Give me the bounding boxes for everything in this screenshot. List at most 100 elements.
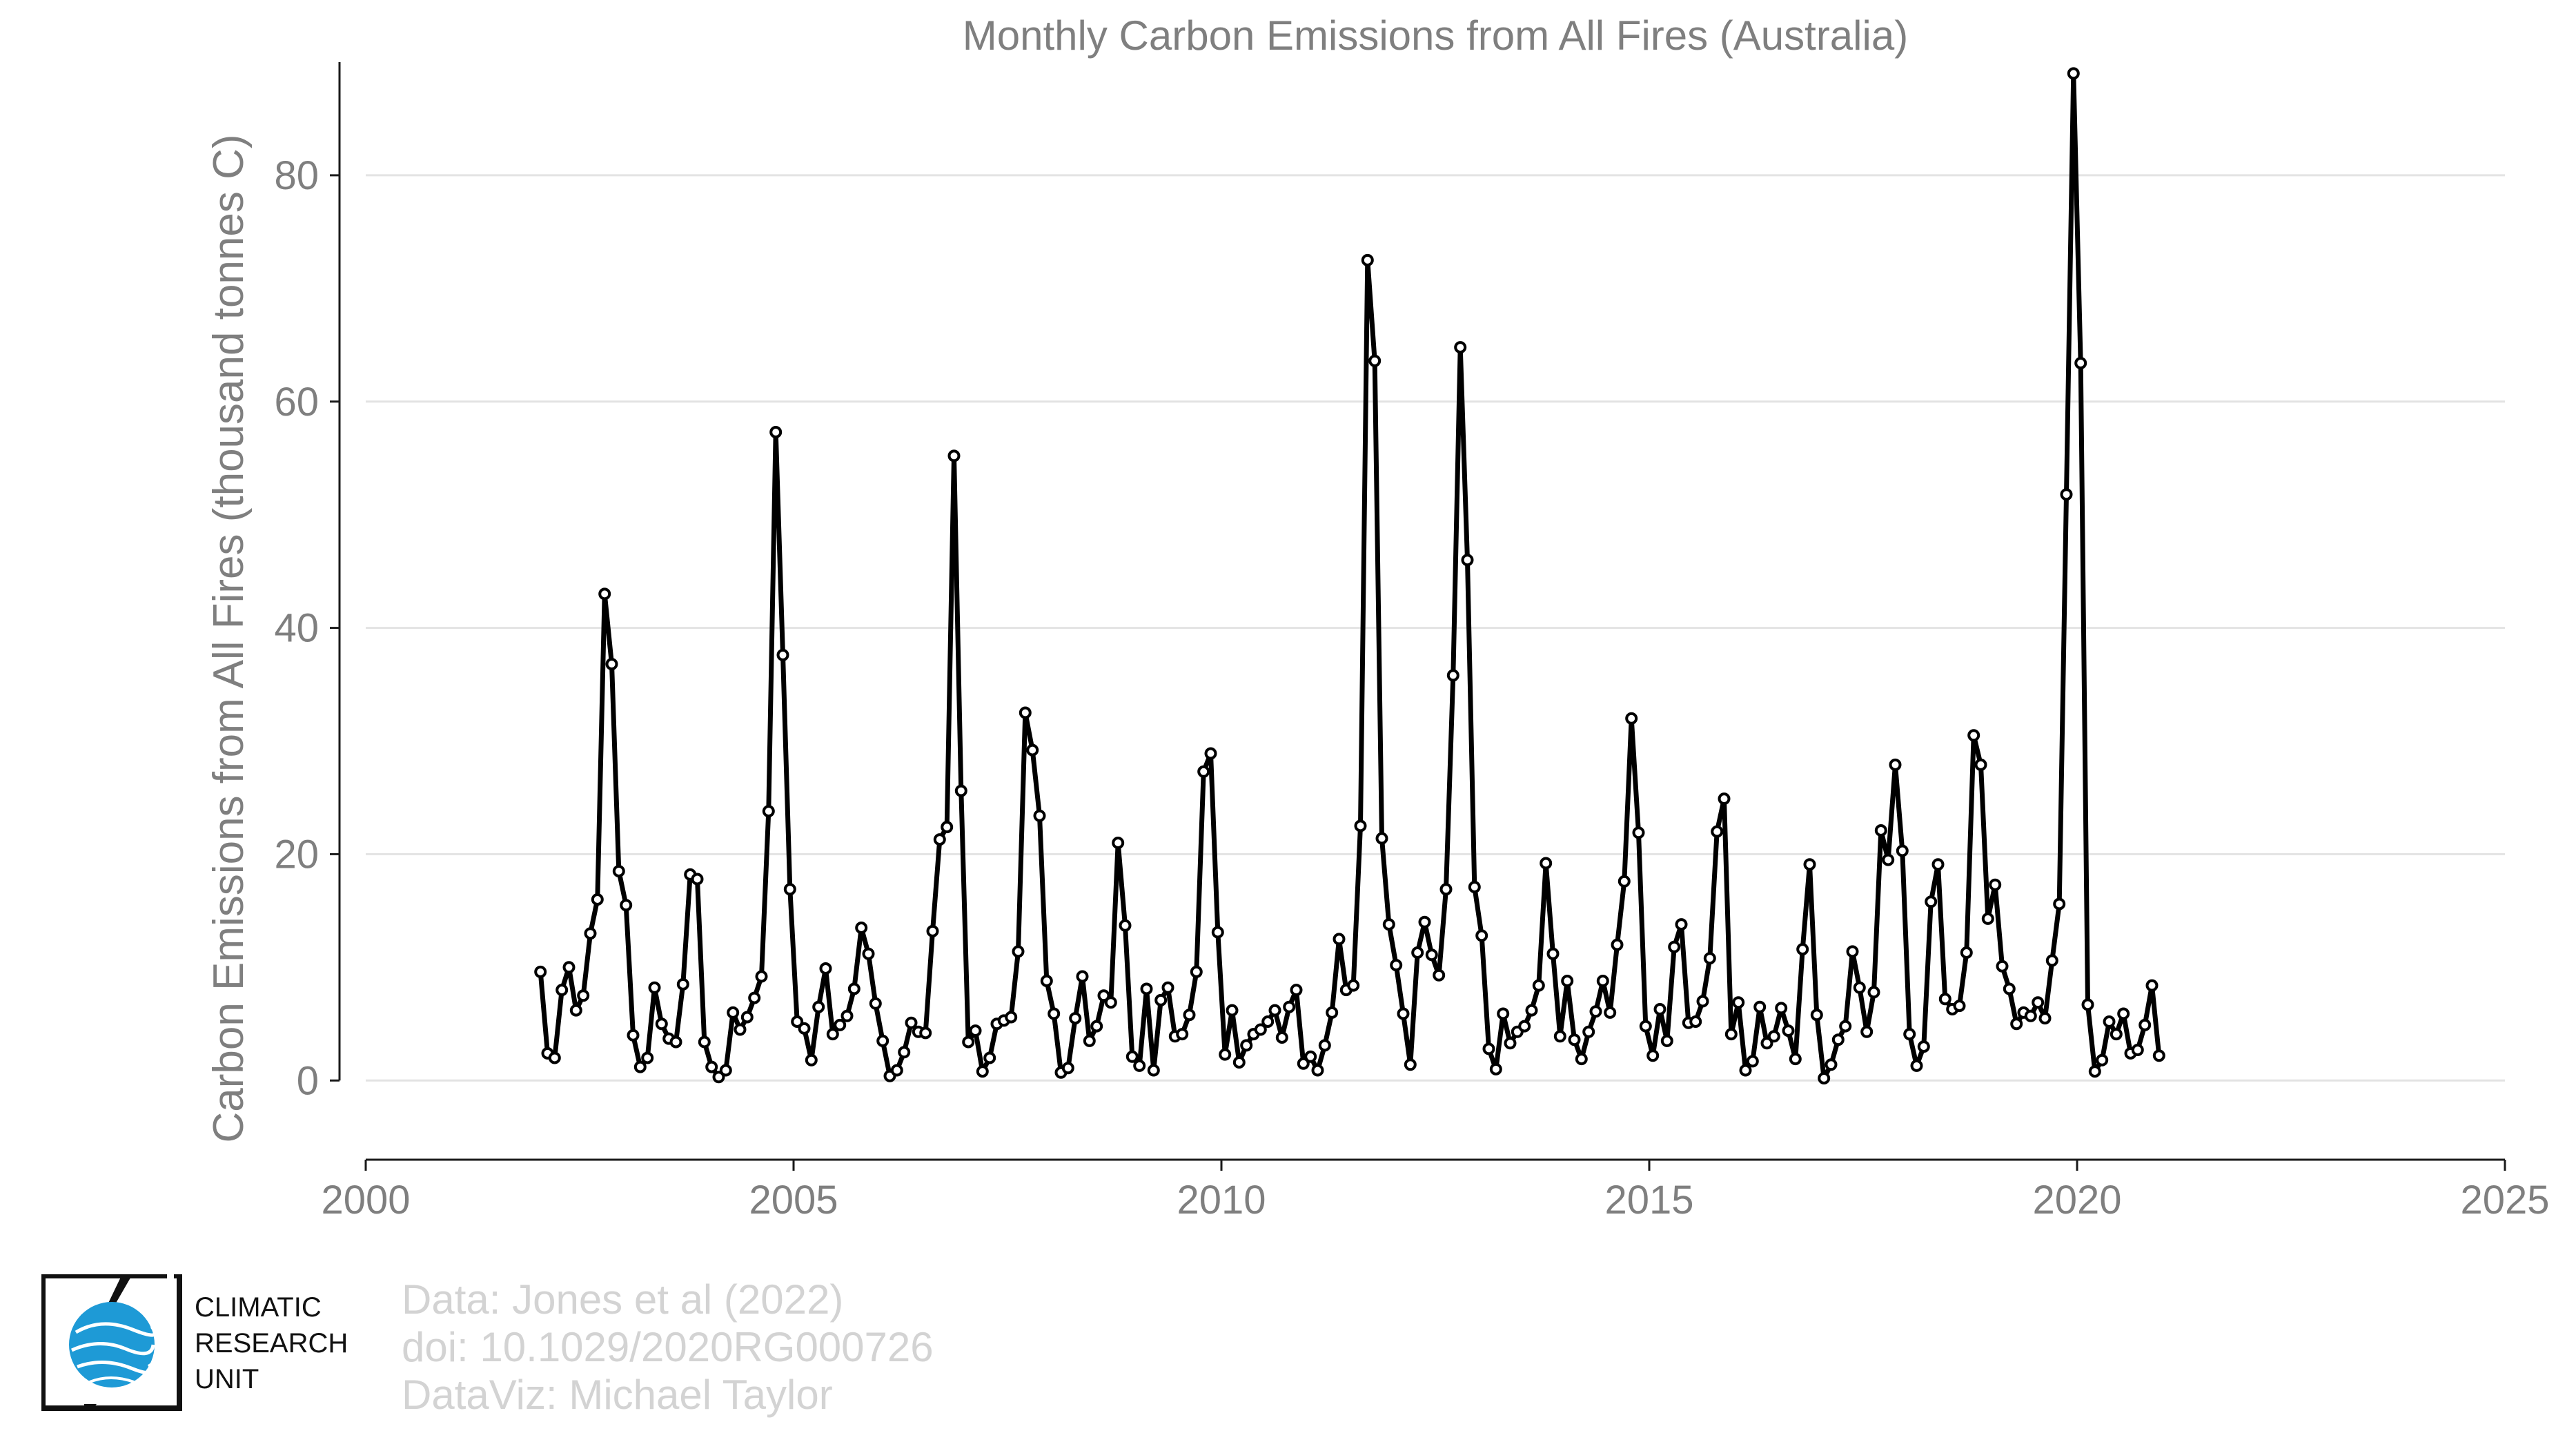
data-point (577, 989, 590, 1002)
data-point (1568, 1033, 1581, 1046)
data-point (1404, 1058, 1417, 1071)
data-point (840, 1009, 854, 1022)
data-point (1232, 1056, 1246, 1069)
data-point (1874, 824, 1887, 837)
data-point (1033, 809, 1046, 822)
y-tick-label: 40 (274, 606, 319, 651)
data-point (1005, 1011, 1018, 1024)
data-point (1326, 1006, 1339, 1019)
data-point (2010, 1017, 2023, 1031)
data-point (1347, 979, 1360, 992)
data-point (905, 1016, 918, 1029)
data-point (769, 426, 783, 438)
data-point (1439, 883, 1453, 896)
data-point (1390, 959, 1403, 972)
data-point (1582, 1025, 1595, 1038)
data-point (1931, 858, 1945, 871)
data-point (1532, 979, 1545, 992)
data-point (555, 984, 569, 997)
cru-logo-text: CLIMATIC RESEARCH UNIT (195, 1289, 348, 1397)
data-point (1097, 989, 1110, 1002)
data-point (641, 1051, 654, 1064)
data-point (719, 1064, 732, 1077)
data-point (1867, 986, 1880, 999)
data-point (1561, 975, 1574, 987)
y-tick-label: 60 (274, 380, 319, 425)
data-point (954, 784, 967, 797)
data-point (962, 1035, 975, 1049)
data-point (691, 873, 704, 886)
data-point (1938, 993, 1951, 1006)
data-point (1925, 895, 1938, 908)
data-point (1696, 995, 1709, 1008)
data-point (2088, 1065, 2101, 1078)
data-point (1211, 926, 1224, 939)
data-point (1161, 981, 1174, 994)
data-point (1724, 1028, 1738, 1041)
data-point (869, 997, 882, 1010)
data-point (1119, 919, 1132, 932)
data-point (783, 883, 796, 896)
data-point (926, 924, 939, 937)
data-point (798, 1022, 811, 1035)
data-point (1596, 975, 1609, 987)
data-point (727, 1006, 740, 1019)
data-point (1411, 946, 1424, 959)
data-point (1746, 1055, 1759, 1068)
data-point (947, 449, 961, 462)
data-point (1268, 1004, 1281, 1017)
data-point (2060, 488, 2073, 501)
data-point (648, 981, 661, 994)
data-point (1981, 912, 1994, 925)
data-point (1553, 1030, 1566, 1043)
data-point (1083, 1034, 1096, 1047)
data-point (1040, 975, 1053, 987)
data-point (2053, 897, 2066, 910)
data-point (740, 1011, 754, 1024)
data-point (569, 1004, 582, 1017)
data-point (1254, 1023, 1267, 1036)
data-point (1668, 940, 1681, 953)
data-point (1589, 1005, 1602, 1018)
data-point (2003, 982, 2016, 995)
source-doi-line: doi: 10.1029/2020RG000726 (402, 1324, 934, 1370)
data-point (1475, 929, 1488, 942)
data-point (1418, 915, 1431, 928)
data-point (1133, 1059, 1146, 1072)
data-point (1061, 1062, 1074, 1075)
data-point (2117, 1007, 2130, 1020)
data-point (1489, 1062, 1502, 1075)
data-point (627, 1029, 640, 1042)
data-point (2024, 1009, 2037, 1022)
data-point (620, 899, 633, 912)
data-point (1090, 1020, 1103, 1033)
data-point (1796, 943, 1809, 956)
data-point (1625, 712, 1638, 725)
data-point (1219, 1048, 1232, 1061)
data-point (591, 893, 604, 906)
x-tick-label: 2000 (321, 1178, 410, 1223)
data-point (1311, 1064, 1324, 1077)
data-point (1197, 765, 1210, 778)
data-point (1104, 996, 1117, 1009)
data-point (1482, 1042, 1495, 1055)
data-point (919, 1026, 932, 1040)
y-axis-ticks: 0 20 40 60 80 (274, 62, 341, 1103)
source-data-line: Data: Jones et al (2022) (402, 1276, 844, 1323)
data-point (983, 1051, 996, 1064)
data-point (1525, 1004, 1538, 1017)
data-point (1618, 875, 1631, 888)
x-tick-label: 2010 (1177, 1178, 1266, 1223)
data-point (1653, 1003, 1666, 1015)
data-point (2152, 1049, 2165, 1062)
data-point (1261, 1015, 1275, 1028)
data-point (1632, 826, 1645, 839)
data-point (876, 1034, 889, 1047)
data-point (655, 1017, 668, 1031)
data-point (1917, 1040, 1930, 1053)
data-point (1889, 758, 1902, 771)
data-point (2110, 1028, 2123, 1041)
data-point (748, 991, 761, 1004)
data-point (2067, 67, 2080, 80)
data-point (890, 1064, 903, 1077)
